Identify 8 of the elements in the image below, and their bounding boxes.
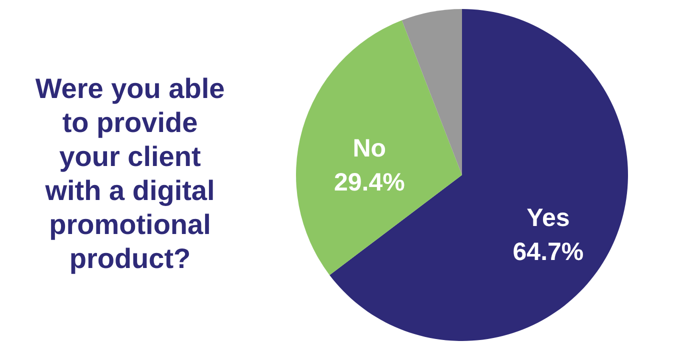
data-label: 29.4%	[334, 168, 405, 197]
pie-slice	[296, 20, 462, 276]
pie-slice	[402, 9, 462, 175]
slice-label: No	[352, 134, 386, 163]
text: Were you able to provide your client with a digital promotional product?	[35, 73, 225, 274]
slice-label: Yes	[526, 204, 570, 232]
pie-slice	[330, 9, 628, 341]
data-label: 64.7%	[512, 238, 584, 266]
